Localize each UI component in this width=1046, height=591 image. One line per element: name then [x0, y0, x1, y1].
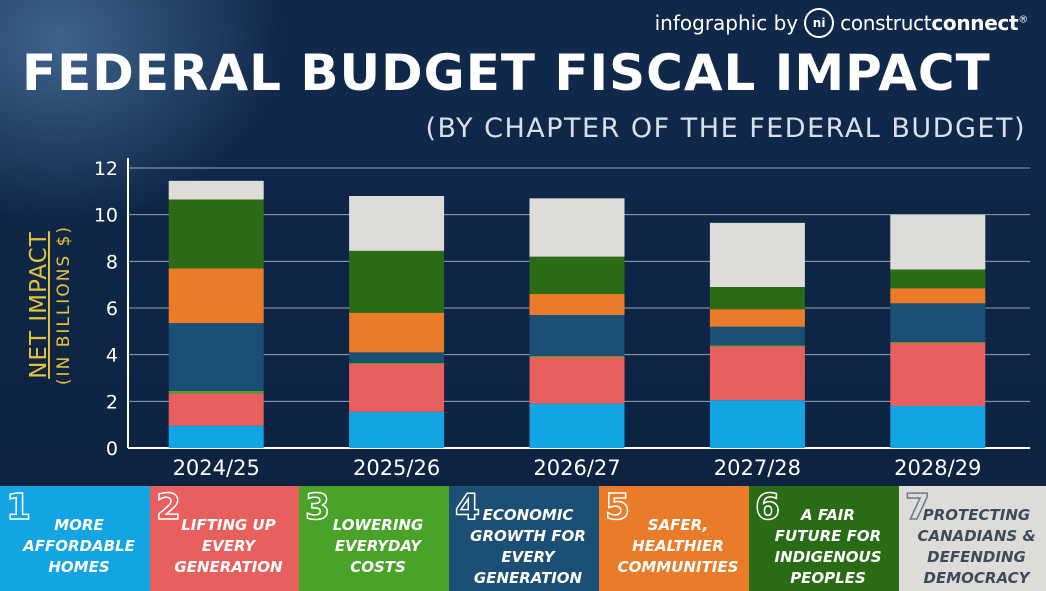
bar-segment: [529, 294, 625, 315]
legend-tile-2: 2 Lifting Up Every Generation: [150, 486, 299, 591]
legend-label: Safer, Healthier Communities: [617, 516, 739, 576]
legend-tile-4: 4 Economic Growth For Every Generation: [449, 486, 599, 591]
bar-segment: [709, 222, 805, 287]
infographic-credit: infographic by ni constructconnect®: [655, 8, 1028, 38]
bar-segment: [709, 345, 805, 347]
bar-segment: [709, 309, 805, 327]
legend-label: Lowering Everyday Costs: [332, 516, 424, 576]
y-tick-label: 4: [106, 345, 118, 367]
legend-tile-7: 7 Protecting Canadians & Defending Democr…: [899, 486, 1046, 591]
stacked-bar-chart: 0 2 4 6 8 10 12 2024/25 2025/26 2026/27 2027/28 202…: [94, 158, 1030, 480]
y-tick-label: 0: [106, 438, 118, 460]
bar-segment: [349, 352, 445, 363]
legend-tile-6: 6A Fair Future For Indigenous Peoples: [749, 486, 899, 591]
bar-segment: [890, 343, 986, 406]
bar-segment: [890, 406, 986, 448]
bar-segment: [709, 400, 805, 448]
bar-segment: [168, 180, 264, 200]
bar-segment: [890, 269, 986, 289]
bar-segment: [349, 196, 445, 251]
credit-brand: constructconnect®: [840, 11, 1028, 35]
y-tick-label: 6: [106, 298, 118, 320]
credit-brand-bold: connect: [931, 11, 1019, 35]
bar-segment: [168, 268, 264, 324]
legend-number: 2: [155, 487, 182, 528]
y-tick-label: 10: [94, 205, 118, 227]
bar-segment: [890, 341, 986, 343]
credit-prefix: infographic by: [654, 11, 799, 35]
y-tick-label: 8: [106, 251, 118, 273]
x-tick-label: 2028/29: [894, 456, 981, 480]
x-tick-label: 2024/25: [173, 456, 260, 480]
bar-segment: [168, 390, 264, 394]
legend-tiles: 1 More Affordable Homes 2 Lifting Up Every …: [0, 486, 1046, 591]
bar-segment: [890, 303, 986, 342]
legend-label: A Fair Future For Indigenous Peoples: [774, 505, 882, 587]
bar-segment: [890, 214, 986, 270]
legend-label: Lifting Up Every Generation: [174, 516, 283, 576]
bar-segment: [709, 326, 805, 346]
constructconnect-logo-icon: ni: [804, 8, 835, 38]
bar-segment: [709, 287, 805, 310]
legend-number: 7: [904, 487, 931, 528]
legend-number: 1: [5, 487, 32, 528]
bar-segment: [168, 323, 264, 391]
legend-number: 4: [454, 487, 481, 528]
bar-segment: [529, 355, 625, 357]
y-tick-label: 12: [94, 158, 118, 180]
legend-label: Protecting Canadians & Defending Democra…: [917, 505, 1036, 587]
bar-segment: [529, 403, 625, 448]
legend-number: 6: [754, 487, 781, 528]
bar-segment: [349, 250, 445, 313]
credit-registered-mark: ®: [1018, 14, 1028, 26]
bar-segment: [349, 411, 445, 448]
legend-label: More Affordable Homes: [23, 516, 135, 576]
credit-brand-light: construct: [840, 11, 932, 35]
bar-segment: [529, 256, 625, 294]
bar-segment: [168, 393, 264, 426]
bar-segment: [709, 346, 805, 401]
legend-tile-3: 3 Lowering Everyday Costs: [299, 486, 449, 591]
x-tick-label: 2027/28: [714, 456, 801, 480]
legend-number: 5: [604, 487, 631, 528]
x-tick-label: 2026/27: [533, 456, 620, 480]
page-title: FEDERAL BUDGET FISCAL IMPACT: [22, 44, 991, 102]
bar-segment: [890, 288, 986, 304]
legend-number: 3: [304, 487, 331, 528]
bar-segment: [349, 364, 445, 412]
bar-segment: [349, 312, 445, 353]
legend-tile-5: 5 Safer, Healthier Communities: [599, 486, 749, 591]
legend-label: Economic Growth For Every Generation: [470, 505, 586, 587]
bar-segment: [168, 425, 264, 448]
bar-segment: [168, 199, 264, 269]
y-tick-label: 2: [106, 391, 118, 413]
legend-tile-1: 1 More Affordable Homes: [0, 486, 150, 591]
bar-segment: [529, 198, 625, 257]
bar-segment: [349, 362, 445, 364]
page-subtitle: (BY CHAPTER OF THE FEDERAL BUDGET): [425, 113, 1026, 144]
bar-segment: [529, 315, 625, 356]
x-tick-label: 2025/26: [353, 456, 440, 480]
bar-segment: [529, 357, 625, 404]
